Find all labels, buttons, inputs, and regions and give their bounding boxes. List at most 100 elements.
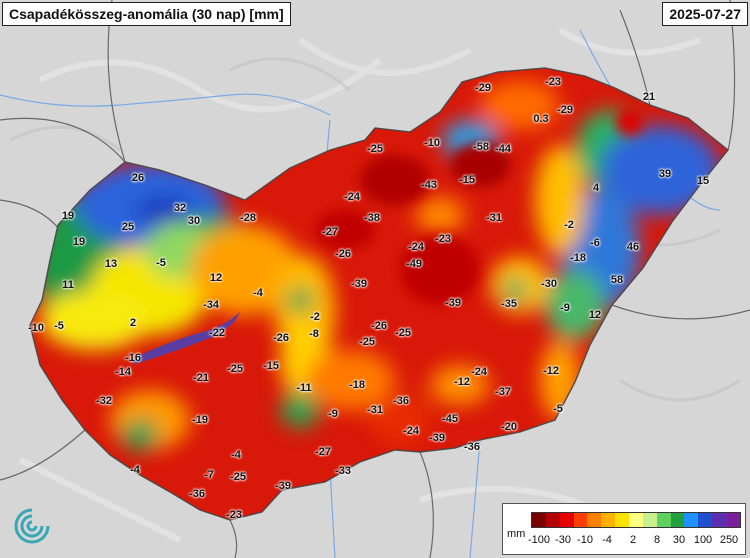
map-value-label: -18 (349, 379, 365, 391)
map-value-label: -8 (309, 328, 319, 340)
map-value-label: -5 (54, 320, 64, 332)
map-value-label: 30 (187, 215, 201, 227)
map-value-label: 58 (610, 274, 624, 286)
map-value-label: -31 (486, 212, 502, 224)
legend-swatch (656, 513, 671, 527)
map-value-label: 19 (72, 236, 86, 248)
map-value-label: -23 (545, 76, 561, 88)
map-value-label: 19 (61, 210, 75, 222)
map-value-label: 11 (62, 279, 74, 291)
legend-tick-label: -4 (602, 534, 612, 546)
legend-tick-label: -100 (527, 534, 551, 546)
legend-swatch (601, 513, 616, 527)
map-value-label: -39 (445, 297, 461, 309)
legend-tick-label: 30 (672, 534, 686, 546)
map-value-label: -24 (408, 241, 424, 253)
map-value-label: -29 (475, 82, 491, 94)
map-value-label: -2 (310, 311, 320, 323)
map-value-label: -26 (371, 320, 387, 332)
map-value-label: -24 (403, 425, 419, 437)
map-value-label: -30 (541, 278, 557, 290)
map-value-label: -31 (367, 404, 383, 416)
map-value-label: 46 (626, 241, 640, 253)
map-value-label: 12 (588, 309, 602, 321)
map-value-label: 15 (696, 175, 710, 187)
legend-ticks: -100 -30 -10 -4 2 8 30 100 250 (527, 534, 739, 548)
map-value-label: -12 (543, 365, 559, 377)
map-value-label: 12 (209, 272, 223, 284)
legend-tick-label: 250 (719, 534, 739, 546)
map-value-label: -58 (473, 141, 489, 153)
legend-tick-label: 100 (693, 534, 713, 546)
legend-swatch (573, 513, 588, 527)
legend-swatch (670, 513, 685, 527)
legend-swatch (726, 513, 740, 527)
legend-swatch (712, 513, 727, 527)
map-value-label: -29 (557, 104, 573, 116)
map-value-label: -25 (227, 363, 243, 375)
map-value-label: 21 (642, 91, 656, 103)
legend-unit: mm (507, 528, 526, 540)
map-value-label: -27 (322, 226, 338, 238)
map-value-label: -14 (115, 366, 131, 378)
map-value-label: -15 (263, 360, 279, 372)
map-value-label: 4 (592, 182, 600, 194)
map-value-label: -9 (328, 408, 338, 420)
map-date: 2025-07-27 (662, 2, 748, 26)
map-value-label: -26 (273, 332, 289, 344)
map-value-label: -28 (240, 212, 256, 224)
map-value-label: -43 (421, 179, 437, 191)
map-value-label: -38 (364, 212, 380, 224)
legend-swatch (629, 513, 643, 527)
map-value-label: -33 (335, 465, 351, 477)
map-value-label: -9 (560, 302, 570, 314)
legend-swatch (559, 513, 574, 527)
map-value-label: -10 (28, 322, 44, 334)
map-value-label: -36 (189, 488, 205, 500)
map-value-label: -22 (209, 327, 225, 339)
legend-swatch (587, 513, 602, 527)
map-value-label: -39 (275, 480, 291, 492)
map-value-label: -4 (253, 287, 263, 299)
map-value-label: -39 (351, 278, 367, 290)
map-value-label: -37 (495, 386, 511, 398)
map-value-label: -15 (459, 174, 475, 186)
map-value-label: -25 (359, 336, 375, 348)
map-value-label: -11 (296, 382, 312, 394)
map-value-label: -26 (335, 248, 351, 260)
map-value-label: -25 (367, 143, 383, 155)
map-value-label: 26 (131, 172, 145, 184)
map-value-label: 13 (104, 258, 118, 270)
map-value-label: -12 (454, 376, 470, 388)
map-value-label: -36 (393, 395, 409, 407)
map-value-label: -20 (501, 421, 517, 433)
map-value-label: -7 (204, 469, 214, 481)
legend-swatch (532, 513, 546, 527)
map-value-label: -24 (471, 366, 487, 378)
legend-swatch (642, 513, 657, 527)
map-value-label: -19 (192, 414, 208, 426)
map-value-label: -4 (130, 464, 140, 476)
map-value-label: -23 (226, 509, 242, 521)
map-value-label: -27 (315, 446, 331, 458)
logo-icon (14, 508, 50, 544)
legend-swatch (615, 513, 630, 527)
map-value-label: 32 (173, 202, 187, 214)
legend-tick-label: -10 (577, 534, 593, 546)
map-value-label: -16 (125, 352, 141, 364)
legend-tick-label: 8 (653, 534, 661, 546)
map-value-label: -34 (203, 299, 219, 311)
map-value-label: -35 (501, 298, 517, 310)
legend-tick-label: 2 (629, 534, 637, 546)
map-value-label: -25 (230, 471, 246, 483)
map-value-label: -18 (570, 252, 586, 264)
legend-swatch (698, 513, 713, 527)
map-value-label: -36 (464, 441, 480, 453)
map-value-label: -44 (495, 143, 511, 155)
map-value-label: -25 (395, 327, 411, 339)
map-value-label: -10 (424, 137, 440, 149)
color-legend: mm -100 -30 -10 -4 2 8 30 100 250 (502, 503, 746, 555)
map-value-label: -39 (429, 432, 445, 444)
